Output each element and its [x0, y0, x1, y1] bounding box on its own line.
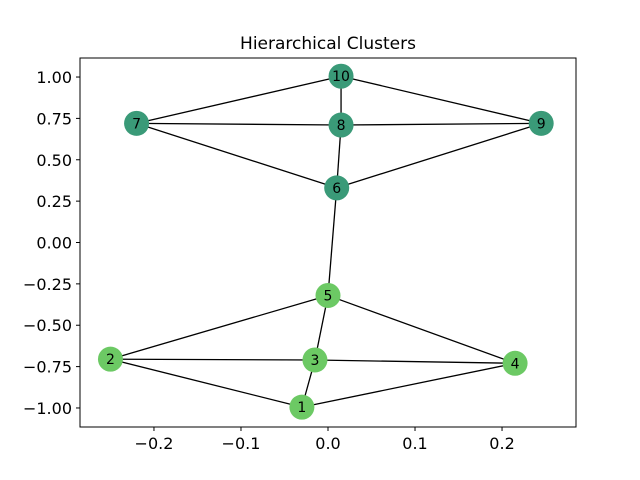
- edge-8-9: [341, 122, 542, 126]
- y-tick-label: −0.75: [23, 358, 72, 377]
- edge-1-4: [301, 362, 516, 408]
- node-7-marker: [124, 110, 150, 136]
- node-4-marker: [502, 350, 528, 376]
- nodes-layer: 1 2 3 4 5 6 7 8 9 10: [97, 63, 554, 420]
- y-tick-label: −0.25: [23, 275, 72, 294]
- edge-6-7: [136, 122, 337, 189]
- node-3: 3: [302, 347, 328, 373]
- y-tick-label: 0.50: [36, 151, 72, 170]
- y-tick-label: −1.00: [23, 399, 72, 418]
- y-tick-label: 0.25: [36, 192, 72, 211]
- node-5: 5: [315, 282, 341, 308]
- node-9-label: 9: [537, 116, 546, 132]
- x-tick-label: −0.2: [135, 434, 174, 453]
- edge-5-6: [327, 187, 338, 296]
- edge-7-8: [136, 122, 342, 126]
- node-7: 7: [124, 110, 150, 136]
- edge-2-3: [110, 358, 315, 361]
- y-axis: 1.00 0.75 0.50 0.25 0.00 −0.25 −0.50 −0.75 −1.00: [23, 68, 80, 418]
- node-9: 9: [528, 110, 554, 136]
- x-tick-label: 0.0: [315, 434, 340, 453]
- node-10-label: 10: [332, 69, 350, 85]
- x-tick-label: 0.2: [489, 434, 514, 453]
- node-8: 8: [328, 112, 354, 138]
- edges-layer: [110, 75, 542, 408]
- node-10: 10: [328, 63, 354, 89]
- node-5-marker: [315, 282, 341, 308]
- node-8-marker: [328, 112, 354, 138]
- node-4: 4: [502, 350, 528, 376]
- edge-4-5: [327, 294, 516, 364]
- x-axis: −0.2 −0.1 0.0 0.1 0.2: [135, 427, 515, 453]
- node-10-marker: [328, 63, 354, 89]
- node-9-marker: [528, 110, 554, 136]
- x-tick-label: 0.1: [402, 434, 427, 453]
- node-7-label: 7: [132, 116, 141, 132]
- edge-3-4: [314, 359, 516, 364]
- node-4-label: 4: [511, 356, 520, 372]
- node-1: 1: [289, 394, 315, 420]
- node-2-marker: [97, 346, 123, 372]
- node-6-marker: [324, 175, 350, 201]
- chart-title: Hierarchical Clusters: [240, 34, 416, 54]
- edge-2-5: [110, 294, 329, 360]
- edge-9-10: [340, 75, 542, 124]
- y-tick-label: 1.00: [36, 68, 72, 87]
- edge-6-9: [336, 122, 542, 189]
- edge-1-2: [110, 358, 303, 408]
- y-tick-label: 0.75: [36, 109, 72, 128]
- y-tick-label: 0.00: [36, 234, 72, 253]
- node-6-label: 6: [332, 181, 341, 197]
- node-5-label: 5: [324, 288, 333, 304]
- node-1-marker: [289, 394, 315, 420]
- y-tick-label: −0.50: [23, 316, 72, 335]
- node-8-label: 8: [337, 118, 346, 134]
- node-1-label: 1: [297, 400, 306, 416]
- edge-7-10: [136, 75, 342, 124]
- node-2-label: 2: [106, 352, 115, 368]
- node-3-marker: [302, 347, 328, 373]
- node-2: 2: [97, 346, 123, 372]
- node-3-label: 3: [310, 353, 319, 369]
- x-tick-label: −0.1: [222, 434, 261, 453]
- node-6: 6: [324, 175, 350, 201]
